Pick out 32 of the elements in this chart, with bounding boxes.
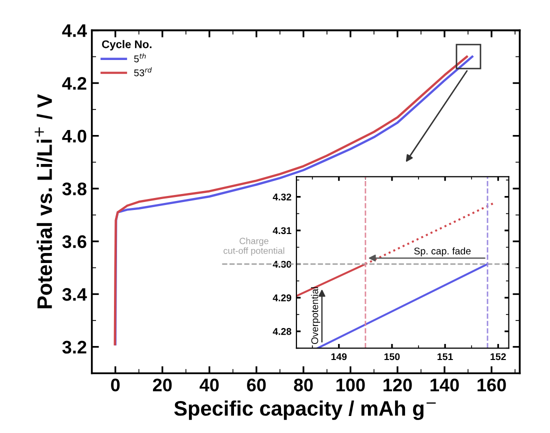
- x-tick-label: 140: [430, 378, 459, 392]
- x-tick-label: 160: [478, 378, 506, 392]
- x-tick-label: 0: [111, 378, 120, 392]
- y-tick-label: 3.8: [62, 182, 86, 196]
- y-tick-label: 3.2: [62, 340, 86, 354]
- y-tick-label: 3.4: [62, 288, 87, 301]
- y-tick-label: 4.32: [272, 194, 292, 200]
- annotation: Overpotential: [311, 287, 320, 344]
- legend-title: Cycle No.: [102, 40, 152, 50]
- y-tick-label: 4.2: [62, 77, 86, 90]
- x-tick-label: 149: [331, 353, 347, 360]
- x-tick-label: 120: [384, 378, 412, 392]
- y-tick-label: 4.31: [272, 227, 292, 234]
- x-axis-title: Specific capacity / mAh g$^{−}$: [174, 400, 436, 420]
- y-tick-label: 4.29: [272, 294, 292, 302]
- x-tick-label: 20: [152, 378, 172, 392]
- x-tick-label: 151: [438, 353, 453, 360]
- legend-label: 53$^{rd}$: [134, 67, 152, 76]
- x-tick-label: 152: [490, 353, 506, 360]
- y-tick-label: 4.28: [272, 328, 292, 335]
- y-tick-label: 4.4: [62, 24, 87, 37]
- y-tick-label: 3.6: [62, 235, 86, 248]
- legend-label: 5$^{th}$: [134, 53, 146, 62]
- annotation: Sp. cap. fade: [414, 247, 471, 256]
- x-tick-label: 60: [247, 378, 266, 392]
- x-tick-label: 80: [294, 378, 313, 392]
- ref-line-label: Charge cut-off potential: [224, 238, 284, 256]
- x-tick-label: 100: [336, 378, 365, 392]
- y-axis-title: Potential vs. Li/Li$^{+}$ / V: [34, 94, 52, 308]
- y-tick-label: 4.0: [62, 130, 86, 143]
- x-tick-label: 150: [384, 353, 400, 360]
- x-tick-label: 40: [200, 378, 219, 392]
